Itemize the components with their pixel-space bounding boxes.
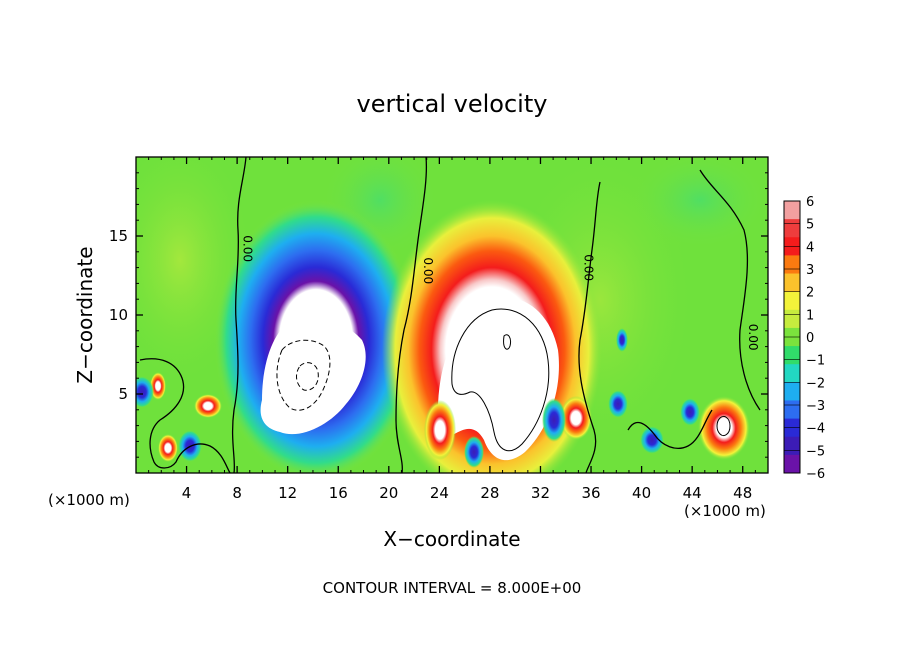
x-tick-label: 16 [329, 484, 348, 502]
updraft-cell [150, 372, 166, 400]
colorbar-label: 5 [806, 218, 814, 233]
contour-interval-footer: CONTOUR INTERVAL = 8.000E+00 [323, 579, 582, 597]
updraft-cell [698, 396, 750, 460]
downdraft-cell [680, 398, 700, 426]
x-axis-ticks: 4 8 12 16 20 24 28 32 36 40 44 48 [148, 157, 756, 502]
colorbar-swatch [784, 346, 800, 365]
positive-contours [451, 308, 731, 452]
colorbar-label: −6 [806, 467, 825, 482]
colorbar-swatch [784, 382, 800, 401]
y-tick-label: 5 [118, 385, 128, 403]
x-tick-label: 24 [430, 484, 449, 502]
colorbar-label: −4 [806, 422, 825, 437]
x-tick-label: 48 [733, 484, 752, 502]
x-tick-label: 8 [232, 484, 242, 502]
negative-contour-line [296, 362, 319, 391]
zero-contour-line [395, 157, 428, 473]
downdraft-cell [542, 398, 566, 442]
x-axis-label: X−coordinate [383, 527, 520, 551]
negative-contour-line [276, 339, 331, 411]
positive-contour-line [451, 308, 550, 452]
y-axis-ticks: 5 10 15 [109, 172, 768, 458]
positive-contour-line [716, 415, 731, 437]
colorbar-swatch [784, 255, 800, 275]
zero-contour-line [231, 157, 247, 473]
zero-contour-line [578, 181, 601, 473]
zero-contour-line [699, 169, 761, 411]
downdraft-cell [608, 390, 628, 418]
colorbar-label: 3 [806, 263, 814, 278]
contour-label: 0.00 [240, 235, 254, 262]
updraft-cell [194, 394, 222, 418]
downdraft-cell [640, 426, 664, 454]
colorbar-label: 2 [806, 286, 814, 301]
colorbar-swatch [784, 309, 800, 329]
x-tick-label: 20 [379, 484, 398, 502]
colorbar: 6 5 4 3 2 1 0 −1 −2 −3 −4 −5 −6 [783, 195, 825, 482]
colorbar-swatch [784, 454, 800, 474]
colorbar-label: −5 [806, 444, 825, 459]
x-tick-label: 32 [531, 484, 550, 502]
colorbar-label: 0 [806, 331, 814, 346]
negative-contours [276, 339, 331, 411]
x-tick-label: 40 [632, 484, 651, 502]
updraft-cell [424, 400, 456, 460]
colorbar-swatch [784, 219, 800, 238]
zero-contours [139, 157, 761, 473]
x-unit-left: (×1000 m) [48, 491, 130, 509]
colorbar-label: −1 [806, 354, 825, 369]
zero-contour-line [627, 409, 713, 449]
colorbar-label: −3 [806, 399, 825, 414]
downdraft-cell [464, 436, 484, 468]
chart-title: vertical velocity [357, 90, 548, 118]
x-tick-label: 12 [278, 484, 297, 502]
colorbar-swatch [784, 400, 800, 420]
downdraft-cell [616, 328, 628, 352]
colorbar-label: −2 [806, 376, 825, 391]
colorbar-label: 1 [806, 308, 814, 323]
colorbar-swatch [784, 291, 800, 311]
colorbar-label: 4 [806, 240, 814, 255]
updraft-core [434, 297, 559, 461]
updraft-cell [158, 434, 178, 462]
x-tick-label: 36 [581, 484, 600, 502]
colorbar-swatch [784, 201, 800, 220]
x-tick-label: 44 [683, 484, 702, 502]
contour-labels: 0.00 0.00 0.00 0.00 [240, 235, 760, 350]
velocity-field [136, 157, 768, 473]
x-unit-right: (×1000 m) [684, 502, 766, 520]
x-tick-label: 4 [182, 484, 192, 502]
updraft-cell [560, 396, 592, 440]
y-tick-label: 10 [109, 306, 128, 324]
colorbar-swatch [784, 364, 800, 383]
positive-contour-line [503, 334, 511, 350]
colorbar-swatch [784, 273, 800, 293]
colorbar-label: 6 [806, 195, 814, 210]
y-axis-label: Z−coordinate [73, 246, 97, 383]
colorbar-swatch [784, 436, 800, 456]
contour-label: 0.00 [746, 324, 760, 351]
y-tick-label: 15 [109, 227, 128, 245]
contour-label: 0.00 [582, 254, 596, 281]
downdraft-cell [136, 376, 154, 408]
contour-label: 0.00 [421, 257, 435, 284]
x-tick-label: 28 [480, 484, 499, 502]
weak-negative-region [630, 157, 768, 250]
zero-contour-line [139, 358, 231, 473]
